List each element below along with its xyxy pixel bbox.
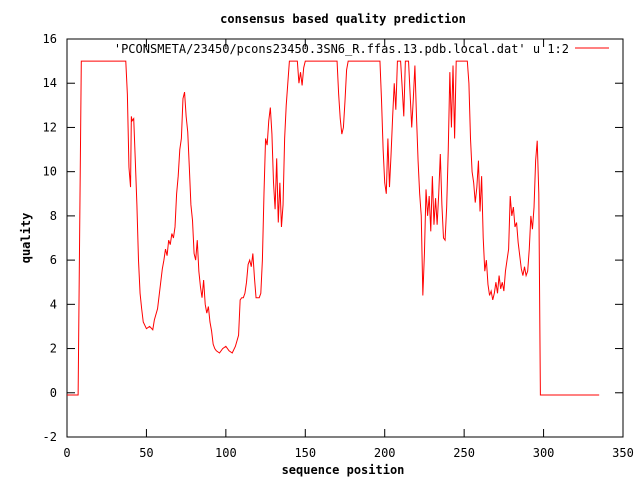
legend-label: 'PCONSMETA/23450/pcons23450.3SN6_R.ffas.… <box>114 42 569 56</box>
series-line <box>67 60 600 396</box>
y-tick-label: 16 <box>43 32 57 46</box>
y-axis: -2 0 2 4 6 8 10 12 14 16 <box>43 32 623 444</box>
x-tick-label: 50 <box>139 446 153 460</box>
y-tick-label: -2 <box>43 430 57 444</box>
x-tick-label: 300 <box>533 446 555 460</box>
y-tick-label: 6 <box>50 253 57 267</box>
plot-frame <box>66 38 624 438</box>
y-tick-label: 14 <box>43 76 57 90</box>
chart-title: consensus based quality prediction <box>220 12 466 26</box>
y-tick-label: 12 <box>43 120 57 134</box>
legend: 'PCONSMETA/23450/pcons23450.3SN6_R.ffas.… <box>114 42 609 56</box>
x-tick-label: 0 <box>63 446 70 460</box>
y-axis-label: quality <box>19 213 33 264</box>
x-tick-label: 150 <box>294 446 316 460</box>
series-layer <box>67 60 600 396</box>
x-axis: 0 50 100 150 200 250 300 350 <box>63 39 634 460</box>
y-tick-label: 2 <box>50 342 57 356</box>
x-tick-label: 100 <box>215 446 237 460</box>
y-tick-label: 0 <box>50 386 57 400</box>
x-tick-label: 350 <box>612 446 634 460</box>
y-tick-label: 8 <box>50 209 57 223</box>
y-tick-label: 4 <box>50 297 57 311</box>
x-tick-label: 250 <box>453 446 475 460</box>
x-tick-label: 200 <box>374 446 396 460</box>
y-tick-label: 10 <box>43 165 57 179</box>
x-axis-label: sequence position <box>282 463 405 477</box>
